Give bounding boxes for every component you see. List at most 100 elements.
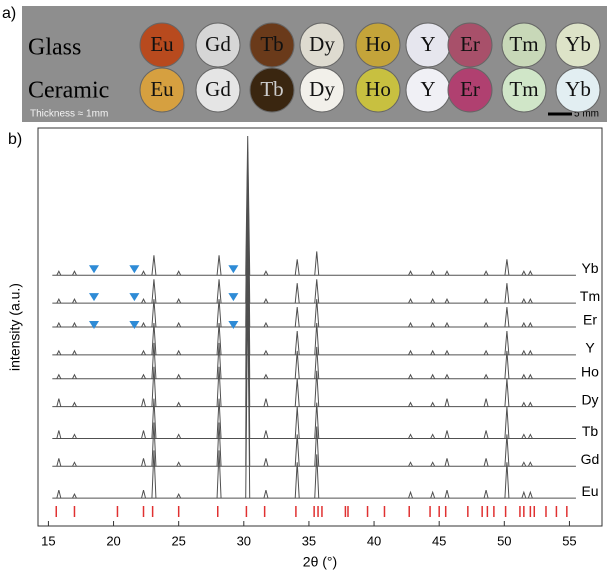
peak bbox=[141, 321, 146, 328]
peak bbox=[72, 433, 77, 439]
plot-frame bbox=[37, 127, 603, 527]
peak bbox=[72, 461, 77, 467]
peak bbox=[521, 461, 527, 467]
phase-marker bbox=[129, 321, 140, 330]
peak bbox=[263, 270, 269, 276]
peak bbox=[294, 330, 300, 355]
element-label: Eu bbox=[150, 32, 174, 56]
peak bbox=[263, 298, 269, 304]
element-label: Gd bbox=[205, 77, 231, 101]
series-label: Er bbox=[583, 312, 597, 328]
element-label: Eu bbox=[150, 77, 174, 101]
peak bbox=[141, 430, 146, 439]
peak bbox=[263, 490, 269, 499]
peak bbox=[504, 434, 510, 467]
peak bbox=[216, 279, 222, 304]
peak bbox=[176, 298, 182, 304]
peak bbox=[483, 373, 489, 379]
peak bbox=[504, 307, 510, 328]
peak bbox=[314, 251, 320, 276]
peak bbox=[408, 321, 413, 328]
peak bbox=[483, 298, 489, 304]
peak bbox=[408, 461, 413, 467]
peak bbox=[294, 307, 300, 328]
peak bbox=[483, 398, 489, 407]
peak bbox=[72, 373, 77, 379]
peak bbox=[141, 270, 146, 276]
peak bbox=[294, 378, 300, 407]
peak bbox=[56, 490, 62, 499]
peak bbox=[263, 373, 269, 379]
peak bbox=[444, 398, 450, 407]
peak bbox=[314, 454, 320, 499]
peak bbox=[430, 461, 436, 467]
peak bbox=[176, 349, 182, 356]
peak bbox=[521, 401, 527, 407]
peak bbox=[408, 373, 413, 379]
peak bbox=[141, 490, 146, 499]
sample-disc bbox=[299, 67, 345, 113]
phase-marker bbox=[228, 321, 239, 330]
series-label: Dy bbox=[581, 391, 598, 407]
peak bbox=[141, 373, 146, 379]
peak bbox=[314, 346, 320, 379]
peak bbox=[176, 461, 182, 467]
peak bbox=[444, 349, 450, 356]
panel-label: b) bbox=[8, 131, 22, 148]
peak bbox=[430, 298, 436, 304]
peak bbox=[151, 299, 157, 328]
peak bbox=[444, 321, 450, 328]
panel-label: a) bbox=[2, 5, 16, 22]
peak bbox=[216, 398, 222, 439]
peak bbox=[527, 373, 533, 379]
sample-disc bbox=[447, 67, 493, 113]
sample-disc bbox=[249, 22, 295, 68]
phase-marker bbox=[89, 321, 100, 330]
element-label: Y bbox=[420, 32, 435, 56]
peak bbox=[430, 490, 436, 499]
peak bbox=[176, 321, 182, 328]
x-tick-label: 45 bbox=[432, 533, 446, 548]
peak bbox=[216, 366, 222, 407]
peak bbox=[521, 373, 527, 379]
peak bbox=[527, 321, 533, 328]
row-label: Glass bbox=[28, 35, 81, 61]
peak bbox=[263, 430, 269, 439]
peak bbox=[294, 434, 300, 467]
element-label: Tm bbox=[509, 77, 538, 101]
peak bbox=[151, 342, 157, 379]
peak bbox=[151, 422, 157, 467]
phase-marker bbox=[129, 265, 140, 274]
element-label: Dy bbox=[309, 32, 335, 56]
peak bbox=[216, 342, 222, 379]
peak bbox=[444, 458, 450, 467]
peak bbox=[314, 402, 320, 439]
peak bbox=[527, 298, 533, 304]
series-label: Y bbox=[585, 340, 595, 356]
peak bbox=[314, 299, 320, 328]
peak bbox=[504, 378, 510, 407]
peak bbox=[444, 373, 450, 379]
x-axis-label: 2θ (°) bbox=[303, 554, 337, 570]
phase-marker bbox=[228, 265, 239, 274]
peak bbox=[408, 298, 413, 304]
phase-marker bbox=[228, 293, 239, 302]
series-label: Tm bbox=[580, 288, 600, 304]
x-tick-label: 35 bbox=[302, 533, 316, 548]
element-label: Ho bbox=[365, 32, 391, 56]
peak bbox=[504, 350, 510, 379]
peak bbox=[527, 461, 533, 467]
phase-marker bbox=[89, 265, 100, 274]
peak bbox=[444, 270, 450, 276]
peak bbox=[294, 259, 300, 276]
x-tick-label: 15 bbox=[41, 533, 55, 548]
peak bbox=[314, 322, 320, 355]
peak bbox=[56, 321, 62, 328]
peak bbox=[430, 321, 436, 328]
peak bbox=[216, 450, 222, 499]
peak bbox=[294, 350, 300, 379]
peak bbox=[56, 270, 62, 276]
peak bbox=[430, 349, 436, 356]
peak bbox=[521, 270, 527, 276]
peak bbox=[56, 349, 62, 356]
